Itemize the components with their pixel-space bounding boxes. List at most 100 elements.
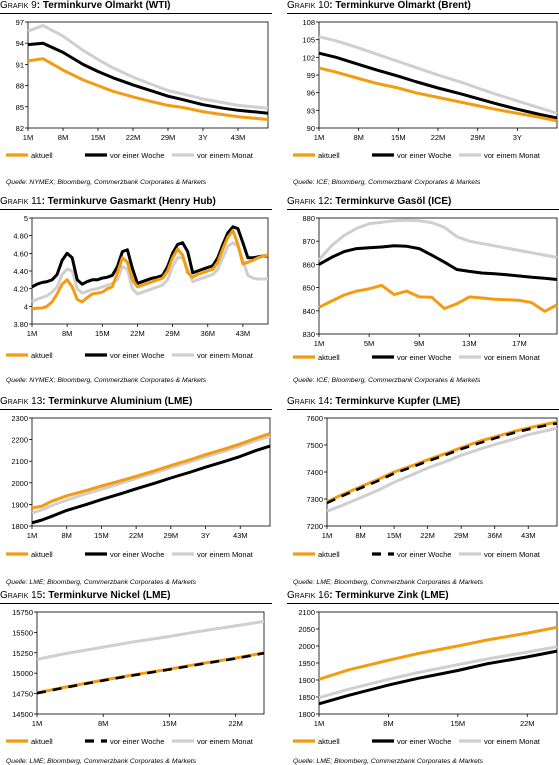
y-tick-label: 880 bbox=[302, 214, 315, 223]
y-tick-label: 4.20 bbox=[13, 285, 28, 294]
series-line-vor-einem-Monat bbox=[31, 434, 271, 515]
series-line-vor-einer-Woche bbox=[318, 244, 558, 281]
y-tick-label: 7300 bbox=[306, 495, 323, 504]
chart-prefix: Grafik 11 bbox=[0, 196, 42, 207]
x-tick-label: 1M bbox=[23, 133, 33, 142]
legend-label: vor einem Monat bbox=[484, 737, 541, 746]
x-tick-label: 1M bbox=[314, 339, 324, 348]
series-line-aktuell bbox=[31, 228, 269, 311]
y-tick-label: 99 bbox=[307, 71, 315, 80]
chart-title: Grafik 15: Terminkurve Nickel (LME) bbox=[0, 590, 171, 601]
x-tick-label: 15M bbox=[391, 133, 406, 142]
series-line-vor-einem-Monat bbox=[318, 35, 558, 115]
x-tick-label: 1M bbox=[27, 329, 37, 338]
x-tick-label: 8M bbox=[98, 719, 108, 728]
legend-label: vor einer Woche bbox=[110, 151, 164, 160]
x-tick-label: 36M bbox=[200, 329, 215, 338]
y-tick-label: 4.60 bbox=[13, 249, 28, 258]
x-tick-label: 1M bbox=[314, 133, 324, 142]
x-tick-label: 22M bbox=[520, 719, 535, 728]
x-tick-label: 43M bbox=[233, 531, 248, 540]
x-tick-label: 29M bbox=[470, 133, 485, 142]
chart-title-text: Terminkurve Nickel (LME) bbox=[48, 590, 171, 601]
y-tick-label: 7600 bbox=[306, 414, 323, 423]
source-note: Quelle: LME; Bloomberg, Commerzbank Corp… bbox=[293, 579, 484, 586]
y-tick-label: 15000 bbox=[12, 669, 33, 678]
y-tick-label: 850 bbox=[302, 284, 315, 293]
y-tick-label: 94 bbox=[16, 39, 24, 48]
plot-frame bbox=[36, 611, 265, 715]
source-note: Quelle: NYMEX; Bloomberg, Commerzbank Co… bbox=[6, 377, 207, 384]
x-tick-label: 1M bbox=[27, 531, 37, 540]
x-tick-label: 1M bbox=[322, 531, 332, 540]
y-tick-label: 102 bbox=[302, 53, 315, 62]
chart-title: Grafik 9: Terminkurve Ölmarkt (WTI) bbox=[0, 0, 171, 11]
y-tick-label: 2300 bbox=[11, 414, 28, 423]
y-tick-label: 15250 bbox=[12, 649, 33, 658]
x-tick-label: 8M bbox=[61, 531, 71, 540]
chart-title-text: Terminkurve Kupfer (LME) bbox=[335, 396, 461, 407]
chart-aluminium: 1800 1900 2000 2100 2200 2300 1M 8M 15M 22M 29M 3Y 4… bbox=[6, 414, 271, 586]
x-tick-label: 3Y bbox=[201, 531, 210, 540]
legend-label: vor einem Monat bbox=[197, 151, 254, 160]
series-line-aktuell bbox=[27, 57, 269, 121]
x-tick-label: 9M bbox=[414, 339, 424, 348]
source-note: Quelle: NYMEX; Bloomberg, Commerzbank Co… bbox=[6, 179, 207, 186]
chart-henry-hub: 3.80 4 4.20 4.40 4.60 4.80 5 1M 8M 15M 22M 29M 36M 43… bbox=[6, 214, 269, 384]
y-tick-label: 2200 bbox=[11, 436, 28, 445]
series-line-aktuell bbox=[318, 283, 558, 313]
chart-title-text: Terminkurve Ölmarkt (WTI) bbox=[42, 0, 171, 11]
chart-zink: 1800 1850 1900 1950 2000 2050 2100 1M 8M 15M 22M ak… bbox=[293, 608, 558, 765]
chart-prefix: Grafik 13 bbox=[0, 396, 43, 407]
x-tick-label: 8M bbox=[62, 329, 72, 338]
y-tick-label: 82 bbox=[16, 124, 24, 133]
y-tick-label: 15750 bbox=[12, 608, 33, 617]
x-tick-label: 29M bbox=[454, 531, 469, 540]
legend-label: vor einem Monat bbox=[484, 353, 541, 362]
y-tick-label: 2000 bbox=[11, 479, 28, 488]
legend-label: aktuell bbox=[318, 353, 340, 362]
chart-prefix: Grafik 9 bbox=[0, 0, 37, 11]
y-tick-label: 88 bbox=[16, 82, 24, 91]
y-tick-label: 2100 bbox=[298, 608, 315, 617]
x-tick-label: 22M bbox=[129, 531, 144, 540]
legend-label: aktuell bbox=[31, 151, 53, 160]
chart-panel-brent: Grafik 10: Terminkurve Ölmarkt (Brent) 9… bbox=[287, 0, 559, 186]
series-line-vor-einer-Woche bbox=[36, 651, 265, 695]
legend-label: aktuell bbox=[31, 737, 53, 746]
legend-label: vor einer Woche bbox=[110, 737, 164, 746]
plot-frame bbox=[326, 417, 558, 527]
series-line-vor-einem-Monat bbox=[318, 645, 558, 700]
plot-frame bbox=[318, 611, 558, 715]
y-tick-label: 4 bbox=[24, 302, 28, 311]
chart-title-text: Terminkurve Zink (LME) bbox=[335, 590, 449, 601]
x-tick-label: 8M bbox=[383, 719, 393, 728]
x-tick-label: 22M bbox=[431, 133, 446, 142]
chart-panel-kupfer: Grafik 14: Terminkurve Kupfer (LME) 7200… bbox=[287, 396, 559, 586]
title-rule bbox=[287, 209, 559, 210]
series-line-aktuell bbox=[31, 432, 271, 510]
legend-label: aktuell bbox=[318, 737, 340, 746]
chart-kupfer: 7200 7300 7400 7500 7600 1M 8M 15M 22M 29M 36M 43M a… bbox=[293, 414, 558, 586]
plot-frame bbox=[27, 21, 269, 129]
chart-panel-zink: Grafik 16: Terminkurve Zink (LME) 1800 18… bbox=[287, 590, 559, 765]
legend-label: vor einer Woche bbox=[397, 737, 451, 746]
y-tick-label: 96 bbox=[307, 89, 315, 98]
x-tick-label: 43M bbox=[236, 329, 251, 338]
chart-title: Grafik 14: Terminkurve Kupfer (LME) bbox=[287, 396, 461, 407]
chart-title: Grafik 13: Terminkurve Aluminium (LME) bbox=[0, 396, 193, 407]
legend-label: vor einem Monat bbox=[484, 550, 541, 559]
y-tick-label: 7200 bbox=[306, 522, 323, 531]
y-tick-label: 1800 bbox=[298, 710, 315, 719]
chart-title-text: Terminkurve Gasmarkt (Henry Hub) bbox=[47, 196, 216, 207]
chart-title-text: Terminkurve Ölmarkt (Brent) bbox=[335, 0, 471, 11]
x-tick-label: 15M bbox=[94, 531, 109, 540]
chart-prefix: Grafik 10 bbox=[287, 0, 330, 11]
legend-label: vor einem Monat bbox=[484, 151, 541, 160]
legend-label: vor einer Woche bbox=[397, 151, 451, 160]
y-tick-label: 7400 bbox=[306, 468, 323, 477]
y-tick-label: 1900 bbox=[11, 500, 28, 509]
y-tick-label: 90 bbox=[307, 124, 315, 133]
y-tick-label: 2000 bbox=[298, 642, 315, 651]
y-tick-label: 830 bbox=[302, 330, 315, 339]
